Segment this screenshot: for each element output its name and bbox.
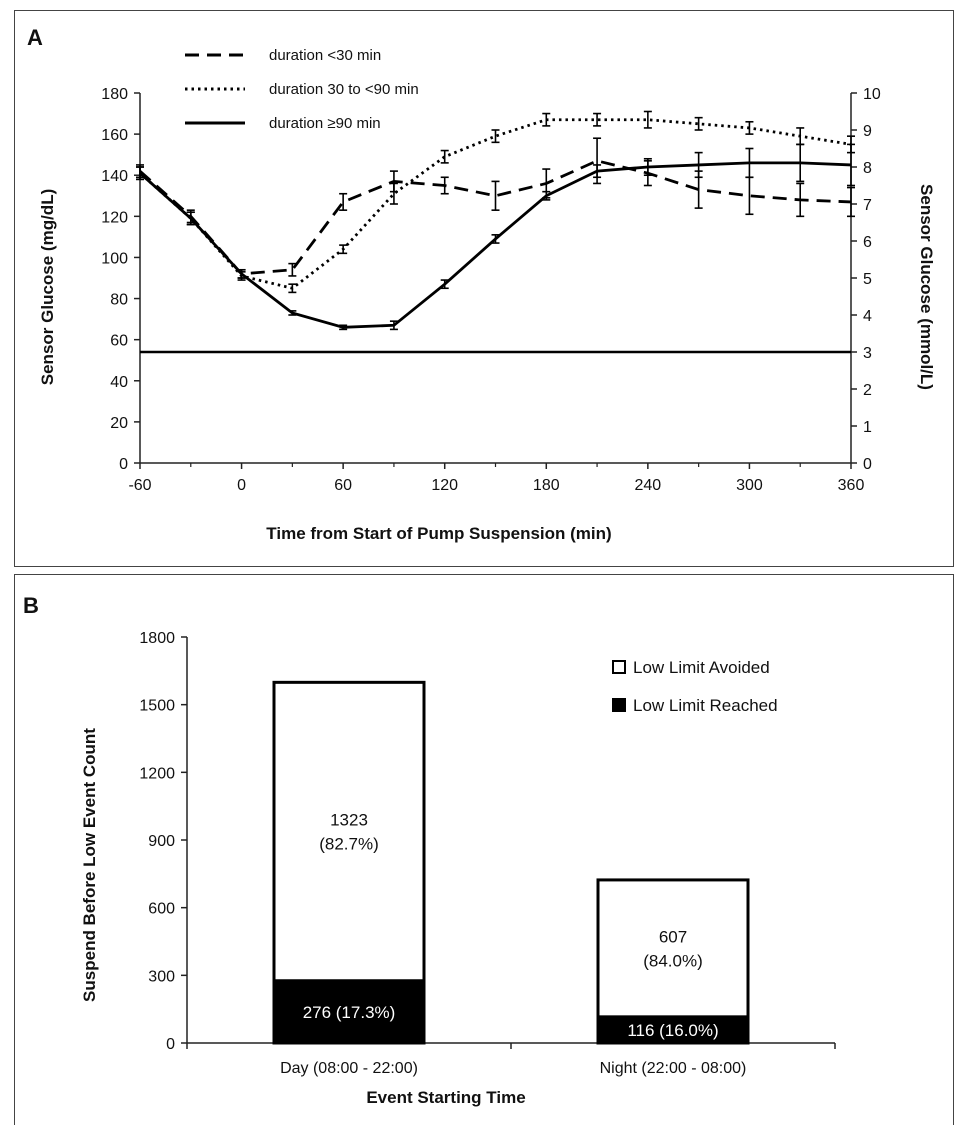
- y-tick-label: 40: [110, 374, 128, 391]
- y2-tick-label: 3: [863, 345, 872, 362]
- bar-segment: [596, 878, 750, 1019]
- x-tick-label: 240: [635, 477, 662, 494]
- bar-data-label: 116 (16.0%): [627, 1021, 718, 1040]
- y2-tick-label: 5: [863, 271, 872, 288]
- y2-tick-label: 4: [863, 308, 872, 325]
- legend-label: duration 30 to <90 min: [269, 81, 419, 98]
- bar-data-sublabel: (82.7%): [319, 835, 379, 854]
- x-axis-label: Event Starting Time: [366, 1088, 525, 1107]
- y2-tick-label: 7: [863, 197, 872, 214]
- y2-tick-label: 0: [863, 456, 872, 473]
- y-tick-label: 900: [148, 833, 175, 850]
- y-tick-label: 600: [148, 901, 175, 918]
- y-tick-label: 1800: [139, 630, 175, 647]
- legend-label: Low Limit Avoided: [633, 658, 770, 677]
- x-tick-label: -60: [128, 477, 151, 494]
- y-tick-label: 160: [101, 127, 128, 144]
- stacked-bar-chart: B 0 300 600 900 1200 1500 1800 276 (17.3%) 1323…: [23, 593, 836, 1107]
- y2-tick-label: 6: [863, 234, 872, 251]
- x-tick-label: 180: [533, 477, 560, 494]
- bar-segment: [272, 680, 426, 983]
- y2-tick-label: 10: [863, 86, 881, 103]
- y2-axis-label: Sensor Glucose (mmol/L): [917, 184, 936, 390]
- series-solid: [136, 143, 855, 331]
- category-label: Night (22:00 - 08:00): [600, 1060, 747, 1077]
- bar-data-label: 276 (17.3%): [303, 1003, 396, 1022]
- y2-tick-label: 8: [863, 160, 872, 177]
- y-tick-label: 20: [110, 415, 128, 432]
- y2-tick-label: 2: [863, 382, 872, 399]
- x-tick-label: 360: [838, 477, 865, 494]
- y-tick-label: 0: [119, 456, 128, 473]
- line-chart: A 0 20 40 60 80 100 120 140 160 180 0 1 2 3 4 5 6 7 8 9 10 -6…: [27, 25, 936, 543]
- legend-label: Low Limit Reached: [633, 696, 778, 715]
- panel-b: B 0 300 600 900 1200 1500 1800 276 (17.3%) 1323…: [14, 574, 954, 1125]
- bar-data-label: 1323: [330, 811, 368, 830]
- legend-swatch: [612, 660, 626, 674]
- y-tick-label: 100: [101, 250, 128, 267]
- legend-swatch: [612, 698, 626, 712]
- y-tick-label: 1500: [139, 698, 175, 715]
- y2-tick-label: 9: [863, 123, 872, 140]
- y-tick-label: 1200: [139, 765, 175, 782]
- y-axis-label: Sensor Glucose (mg/dL): [38, 189, 57, 385]
- x-axis-label: Time from Start of Pump Suspension (min): [266, 524, 611, 543]
- bar-segment: [596, 1015, 750, 1045]
- x-tick-label: 0: [237, 477, 246, 494]
- y-tick-label: 140: [101, 168, 128, 185]
- bar-data-label: 607: [659, 927, 687, 946]
- y-tick-label: 120: [101, 209, 128, 226]
- panel-a-label: A: [27, 25, 43, 50]
- legend-label: duration <30 min: [269, 47, 381, 64]
- x-tick-label: 60: [334, 477, 352, 494]
- panel-a: A 0 20 40 60 80 100 120 140 160 180 0 1 2 3 4 5 6 7 8 9 10 -6…: [14, 10, 954, 567]
- x-tick-label: 120: [431, 477, 458, 494]
- y-tick-label: 300: [148, 968, 175, 985]
- legend-label: duration ≥90 min: [269, 115, 381, 132]
- category-label: Day (08:00 - 22:00): [280, 1060, 418, 1077]
- series-dashed: [136, 137, 855, 279]
- y-tick-label: 180: [101, 86, 128, 103]
- x-tick-label: 300: [736, 477, 763, 494]
- series-line: [139, 159, 852, 276]
- y-tick-label: 80: [110, 292, 128, 309]
- bar-data-sublabel: (84.0%): [643, 951, 703, 970]
- y2-tick-label: 1: [863, 419, 872, 436]
- bar-segment: [272, 979, 426, 1045]
- y-tick-label: 0: [166, 1036, 175, 1053]
- panel-b-label: B: [23, 593, 39, 618]
- y-axis-label: Suspend Before Low Event Count: [80, 728, 99, 1002]
- y-tick-label: 60: [110, 333, 128, 350]
